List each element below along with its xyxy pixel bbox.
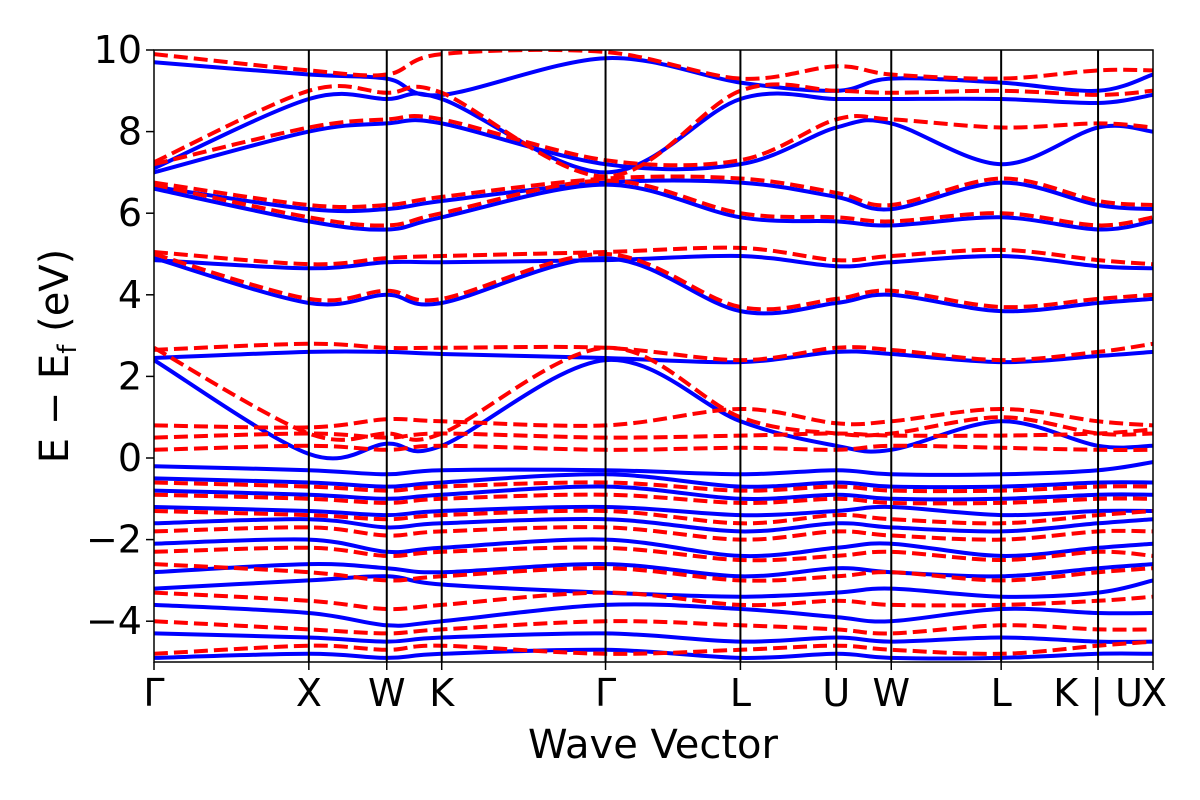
solid-band-line-6 (154, 516, 1153, 534)
solid-band-line-14 (154, 253, 1153, 271)
x-axis-title: Wave Vector (528, 722, 779, 768)
x-tick-label: K (429, 671, 455, 715)
bands-layer (154, 50, 1153, 661)
dashed-band-line-9 (154, 443, 1153, 452)
solid-band-line-2 (154, 602, 1153, 628)
solid-band-line-1 (154, 631, 1153, 644)
solid-band-line-10 (154, 460, 1153, 477)
y-tick-label: 6 (118, 191, 142, 235)
solid-band-line-15 (154, 182, 1153, 232)
solid-band-line-9 (154, 472, 1153, 490)
dashed-band-line-19 (154, 82, 1153, 179)
x-tick-label: X (1141, 671, 1167, 715)
x-tick-label: X (296, 671, 322, 715)
y-axis-title-sub: f (53, 344, 83, 354)
x-tick-label: Γ (143, 671, 164, 715)
dashed-band-line-12 (154, 345, 1153, 442)
y-axis-ticks: −4 −2 0 2 4 6 8 10 (86, 28, 154, 643)
x-tick-label: L (730, 671, 751, 715)
y-tick-label: 10 (94, 28, 142, 72)
dashed-band-line-18 (154, 114, 1153, 168)
y-tick-label: −2 (86, 518, 142, 562)
plot-area-background (154, 50, 1153, 662)
y-tick-label: 8 (118, 110, 142, 154)
x-tick-label: Γ (595, 671, 616, 715)
dashed-band-line-0 (154, 639, 1153, 656)
solid-band-line-17 (154, 118, 1153, 175)
x-tick-label: W (872, 671, 910, 715)
dashed-band-line-20 (154, 50, 1153, 81)
dashed-band-line-17 (154, 174, 1153, 210)
solid-band-line-12 (154, 349, 1153, 365)
y-tick-label: 4 (118, 273, 142, 317)
solid-band-line-0 (154, 647, 1153, 661)
y-tick-label: 0 (118, 436, 142, 480)
dashed-band-line-10 (154, 427, 1153, 440)
solid-band-line-8 (154, 484, 1153, 502)
y-axis-title-main: E − E (32, 354, 78, 464)
solid-band-line-5 (154, 537, 1153, 559)
y-axis-title: E − Ef (eV) (32, 249, 83, 464)
solid-band-line-7 (154, 504, 1153, 518)
x-tick-label: W (368, 671, 406, 715)
x-tick-label: L (991, 671, 1012, 715)
solid-band-line-11 (154, 358, 1153, 461)
plot-frame (153, 49, 1154, 663)
solid-band-line-16 (154, 178, 1153, 214)
x-tick-label: K | U (1053, 671, 1143, 716)
dashed-band-line-14 (154, 251, 1153, 312)
dashed-band-line-16 (154, 178, 1153, 228)
y-tick-label: −4 (86, 599, 142, 643)
x-tick-label: U (822, 671, 850, 715)
kpoint-lines (307, 50, 1100, 662)
solid-band-line-4 (154, 562, 1153, 579)
y-tick-label: 2 (118, 354, 142, 398)
y-axis-title-unit: (eV) (32, 249, 78, 345)
